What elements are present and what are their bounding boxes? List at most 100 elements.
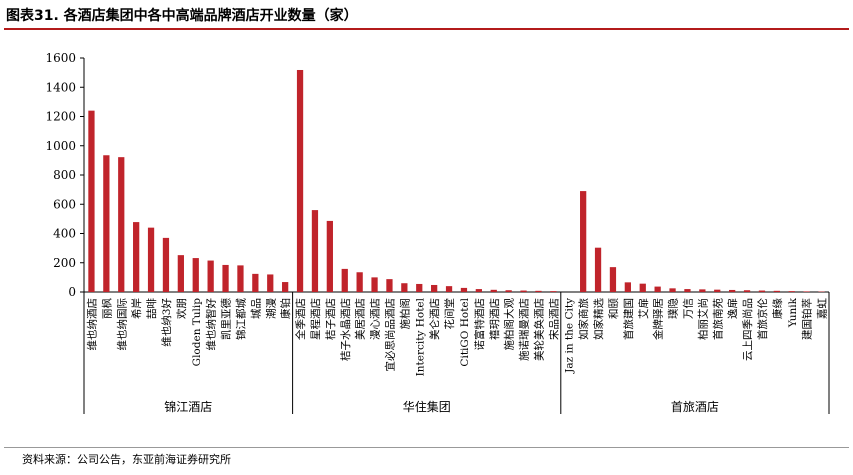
bar [475,289,482,292]
bar [490,289,497,292]
x-tick-label: 美居酒店 [354,298,367,340]
y-tick-label: 200 [53,256,76,270]
bar [639,283,646,292]
x-tick-label: 万信 [682,298,694,319]
bar [803,291,810,292]
bar [520,290,527,292]
x-tick-label: 首旅南苑 [711,298,724,340]
x-tick-label: 喆啡 [145,298,158,319]
x-tick-label: 美轮美奂酒店 [532,298,545,361]
x-tick-label: 丽枫 [100,298,113,319]
bar [118,157,125,292]
bar [252,273,259,292]
bar [669,288,676,292]
chart-title: 图表31. 各酒店集团中各中高端品牌酒店开业数量（家） [6,8,358,24]
bar [147,227,155,292]
bar [699,289,706,292]
bar [594,247,602,292]
x-tick-label: 康缘 [771,298,784,319]
x-tick-label: 和颐 [608,298,620,319]
bar [311,210,319,292]
x-tick-label: 星程酒店 [309,298,322,340]
x-tick-label: 施诺瑞曼酒店 [518,298,531,361]
y-tick-label: 1600 [45,51,76,65]
x-tick-label: 欢朋 [175,298,188,319]
x-tick-label: 希岸 [130,298,143,319]
x-tick-label: 宋品酒店 [547,298,560,340]
bar [654,286,661,292]
x-tick-label: Yunik [787,297,799,328]
bar [416,283,423,292]
x-tick-label: 施柏阁大观 [503,298,516,351]
x-tick-label: 维也纳国际 [115,298,128,351]
bar [222,264,229,292]
x-tick-label: 全季酒店 [294,298,307,340]
bar [237,265,244,292]
group-label: 首旅酒店 [671,400,719,414]
bar [207,260,214,292]
bar [326,220,333,292]
bar [267,274,274,292]
bar [162,237,170,292]
bar [445,286,453,292]
bar [371,277,378,292]
x-tick-label: 建国铂萃 [801,298,814,340]
y-tick-label: 0 [68,285,76,299]
x-tick-label: 花间堂 [443,298,456,330]
source-divider [4,447,849,448]
y-tick-label: 1400 [45,80,76,94]
bar [788,291,795,292]
bar [743,290,751,292]
x-tick-label: 桔子水晶酒店 [339,298,352,361]
bar [88,110,95,293]
bar [535,290,542,292]
x-tick-label: 禧玥酒店 [488,298,501,340]
y-tick-label: 1200 [45,110,76,124]
x-tick-label: 如家精选 [592,298,605,340]
x-tick-label: 艾扉 [637,298,650,319]
x-tick-label: 康铂 [279,298,292,319]
x-tick-label: CitiGO Hotel [459,297,471,366]
bar [550,291,557,292]
x-tick-label: 璞隐 [667,298,680,319]
y-tick-label: 400 [53,227,76,241]
x-tick-label: 柏丽艾尚 [696,298,709,340]
x-tick-label: 金牌驿居 [652,298,665,340]
x-tick-label: 美仑酒店 [428,298,441,340]
bar [401,283,408,292]
x-tick-label: 城品 [250,298,262,319]
x-tick-label: 维也纳酒店 [85,298,98,351]
x-tick-label: 首旅建国 [622,298,635,340]
bar [133,222,140,292]
x-tick-label: 桔子酒店 [324,298,337,340]
x-tick-label: 诺富特酒店 [473,298,486,351]
x-tick-label: 首旅京伦 [756,298,769,340]
bar-chart: 0 200 400 600 800 1000 1200 1400 1600 维也纳酒店 丽枫 维也纳国… [45,51,830,414]
x-tick-label: Jaz in the City [563,298,575,374]
bar [580,191,587,292]
bar [103,155,110,292]
x-tick-label: 逸扉 [726,298,739,319]
x-tick-label: 宜必思尚品酒店 [383,298,396,372]
x-tick-label: Intercity Hotel [414,297,426,376]
bar [624,282,631,292]
x-tick-label: 漫心酒店 [369,298,382,340]
bar [431,284,438,292]
x-tick-label: 凯里亚德 [220,298,233,340]
x-tick-label: 嘉虹 [816,298,829,319]
bar [356,272,363,292]
bar [296,69,304,293]
x-tick-label: 如家商旅 [577,298,590,340]
bar [609,267,617,292]
x-tick-label: 维也纳智好 [205,298,218,351]
x-tick-label: 潮漫 [264,298,277,319]
x-tick-label: 维也纳3好 [160,298,173,347]
bar [386,279,393,292]
bar [773,290,780,292]
group-label: 锦江酒店 [164,400,212,414]
x-tick-label: Gloden Tulip [191,298,203,367]
bar [684,289,691,292]
bar [505,290,512,292]
bar [729,289,736,292]
x-tick-label: 施柏阁 [398,298,411,330]
